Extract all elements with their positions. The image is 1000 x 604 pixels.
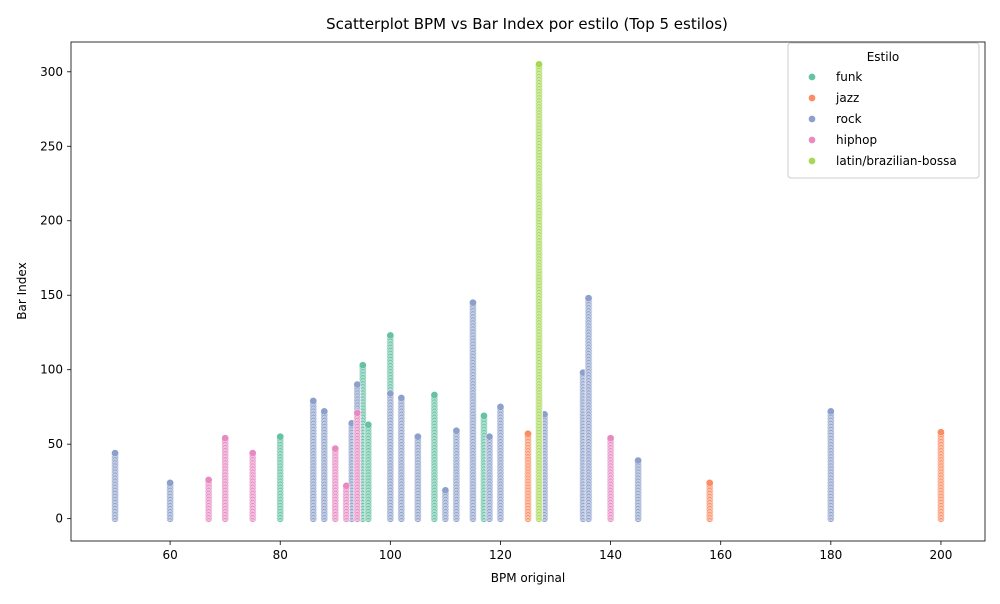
data-point: [386, 389, 395, 398]
legend-label: funk: [836, 70, 862, 84]
plot-frame: [70, 41, 986, 542]
data-point: [111, 449, 119, 457]
data-point: [705, 479, 714, 487]
data-point: [331, 444, 340, 453]
data-point: [414, 432, 422, 441]
legend-label: rock: [836, 112, 862, 126]
data-point: [937, 428, 945, 437]
legend-marker: [808, 136, 816, 144]
y-axis-label: Bar Index: [15, 262, 29, 319]
x-axis-label: BPM original: [491, 571, 566, 585]
y-tick-label: 150: [40, 288, 63, 302]
data-point: [441, 486, 450, 495]
data-point: [386, 331, 395, 340]
legend-marker: [808, 94, 816, 102]
x-tick-label: 60: [162, 548, 177, 562]
legend: Estilo funk jazz rock hiphop latin/brazilian…: [787, 42, 980, 179]
y-tick-label: 0: [55, 512, 63, 526]
data-point: [204, 476, 213, 484]
data-point: [364, 420, 373, 429]
data-point: [166, 479, 174, 487]
plot-points: [111, 60, 945, 523]
y-tick-label: 100: [40, 363, 63, 377]
data-point: [496, 403, 505, 411]
legend-marker: [808, 157, 816, 165]
legend-item: latin/brazilian-bossa: [808, 154, 957, 168]
y-tick-label: 50: [48, 437, 63, 451]
x-tick-label: 180: [819, 548, 842, 562]
y-axis-ticks: 0 50 100 150 200 250 300: [40, 65, 71, 526]
x-tick-label: 80: [273, 548, 288, 562]
data-point: [221, 434, 230, 443]
legend-items: funk jazz rock hiphop latin/brazilian-bossa: [808, 70, 957, 168]
legend-frame: [787, 42, 980, 179]
legend-item: funk: [808, 70, 862, 84]
data-point: [524, 429, 532, 438]
data-point: [430, 391, 439, 399]
data-point: [606, 434, 615, 443]
data-point: [397, 394, 406, 402]
legend-item: jazz: [808, 91, 859, 105]
data-point: [469, 298, 477, 307]
series-latin-brazilian-bossa: [535, 60, 543, 523]
series-jazz: [524, 428, 945, 523]
x-tick-label: 140: [599, 548, 622, 562]
legend-label: hiphop: [836, 133, 877, 147]
x-tick-label: 120: [489, 548, 512, 562]
data-point: [535, 60, 543, 69]
legend-item: hiphop: [808, 133, 877, 147]
data-point: [584, 294, 593, 303]
data-point: [353, 409, 362, 417]
chart-title: Scatterplot BPM vs Bar Index por estilo …: [326, 15, 728, 33]
data-point: [634, 456, 642, 465]
y-tick-label: 300: [40, 65, 63, 79]
x-tick-label: 200: [929, 548, 952, 562]
series-hiphop: [204, 409, 615, 523]
data-point: [485, 432, 494, 441]
legend-label: jazz: [835, 91, 859, 105]
data-point: [309, 397, 318, 405]
legend-marker: [808, 115, 816, 123]
data-point: [452, 426, 461, 435]
data-point: [480, 412, 488, 420]
data-point: [248, 449, 257, 457]
data-point: [276, 432, 285, 441]
legend-title: Estilo: [867, 50, 900, 64]
data-point: [358, 361, 367, 370]
x-axis-ticks: 60 80 100 120 140 160 180 200: [162, 541, 952, 562]
legend-label: latin/brazilian-bossa: [836, 154, 957, 168]
y-tick-label: 250: [40, 139, 63, 153]
x-tick-label: 100: [379, 548, 402, 562]
data-point: [353, 380, 362, 389]
y-tick-label: 200: [40, 214, 63, 228]
data-point: [320, 407, 329, 416]
x-tick-label: 160: [709, 548, 732, 562]
data-point: [826, 407, 835, 416]
legend-marker: [808, 73, 816, 81]
legend-item: rock: [808, 112, 862, 126]
data-point: [342, 482, 351, 490]
